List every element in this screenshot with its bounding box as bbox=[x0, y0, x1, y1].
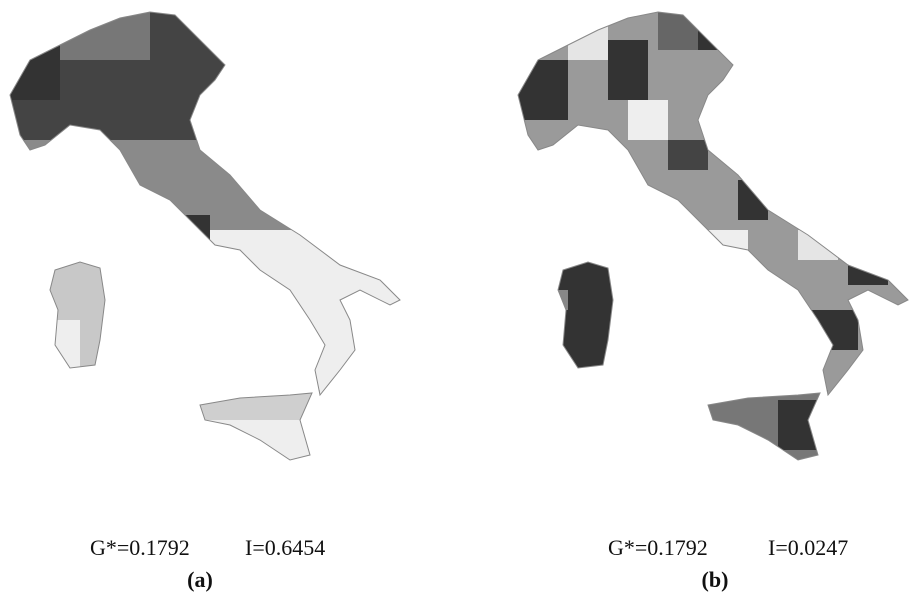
stat-i: I=0.6454 bbox=[245, 535, 325, 560]
panel-label: (b) bbox=[702, 567, 729, 592]
map-a bbox=[9, 11, 401, 461]
panel-label: (a) bbox=[187, 567, 213, 592]
stat-i: I=0.0247 bbox=[768, 535, 848, 560]
stat-g: G*=0.1792 bbox=[608, 535, 708, 560]
map-b bbox=[517, 11, 909, 461]
stat-g: G*=0.1792 bbox=[90, 535, 190, 560]
